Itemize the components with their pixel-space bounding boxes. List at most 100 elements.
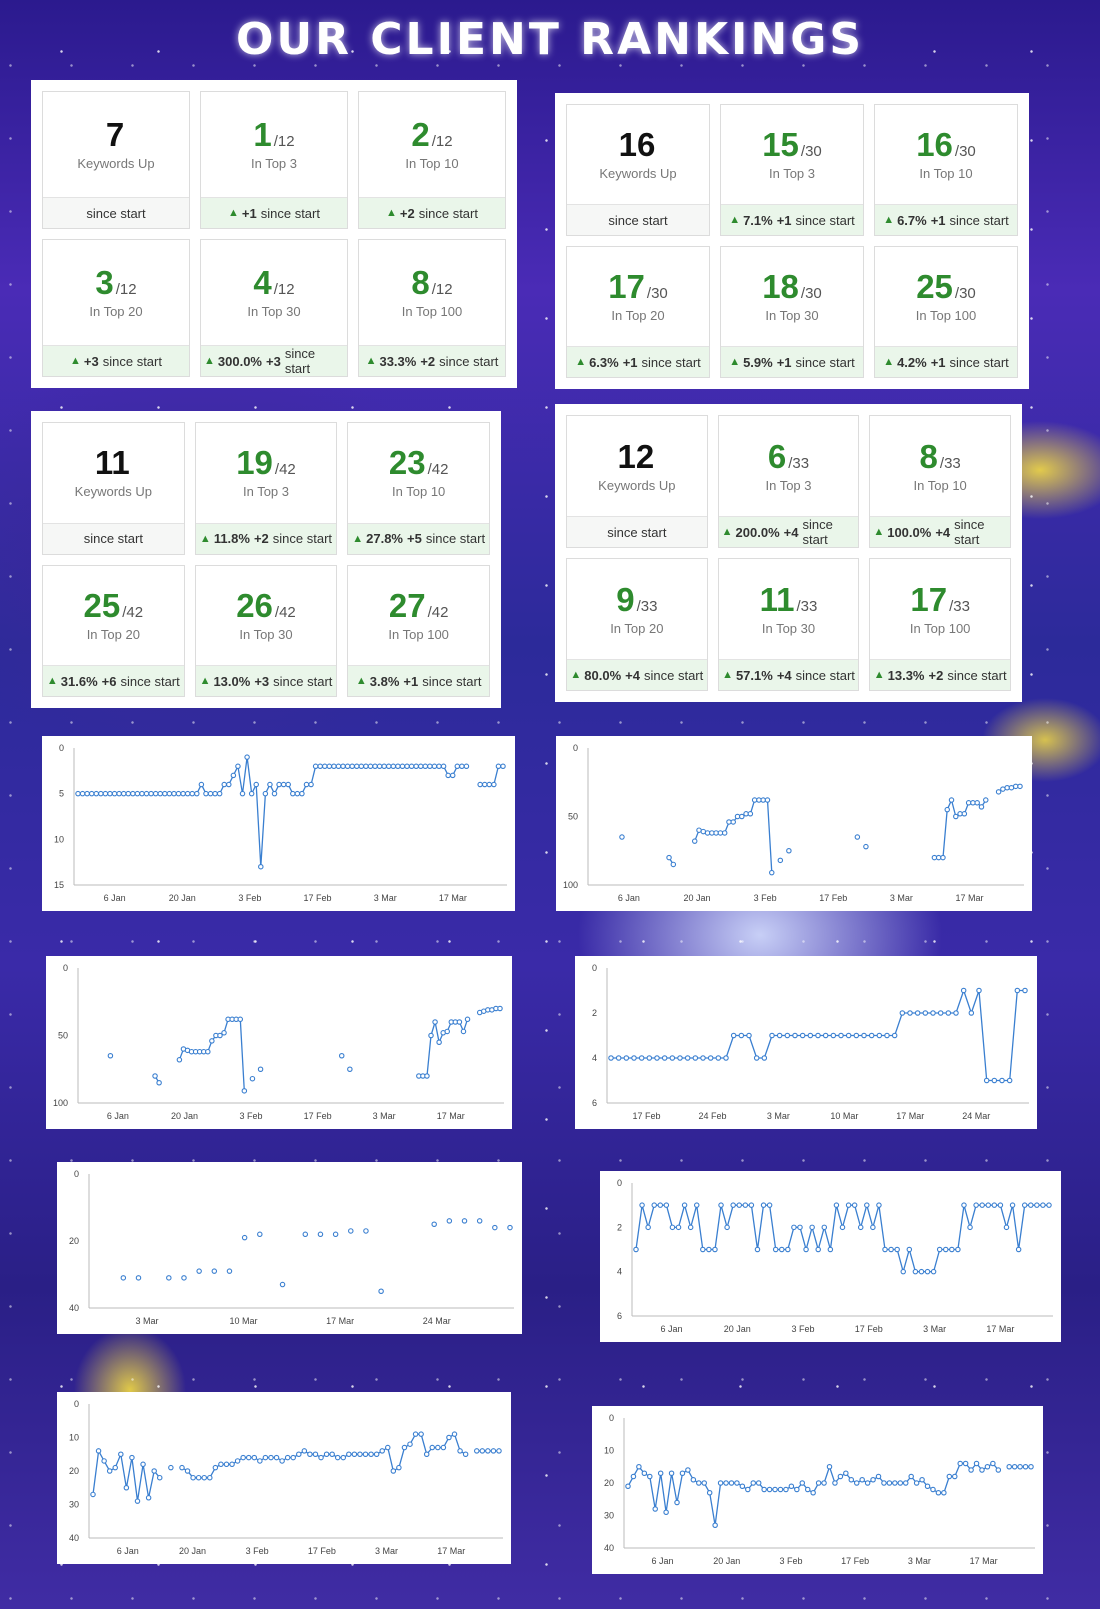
data-point: [194, 790, 200, 797]
stat-suffix: since start: [260, 205, 320, 221]
stat-card: 15/30 In Top 3 ▲ 7.1% +1 since start: [720, 104, 864, 236]
stat-suffix: since start: [83, 531, 143, 546]
data-point: [368, 1451, 374, 1457]
data-point: [248, 790, 255, 797]
data-point: [700, 1055, 706, 1061]
data-point: [742, 1202, 749, 1208]
data-point: [723, 1480, 729, 1486]
data-point: [776, 1032, 783, 1039]
data-point: [118, 1451, 124, 1457]
data-point: [181, 1275, 187, 1281]
y-tick-label: 40: [69, 1533, 79, 1543]
data-point: [894, 1246, 900, 1253]
data-point: [717, 1480, 724, 1486]
x-tick-label: 20 Jan: [713, 1556, 740, 1566]
data-point: [1034, 1202, 1040, 1208]
x-tick-label: 10 Mar: [830, 1111, 858, 1121]
data-point: [822, 1032, 829, 1039]
data-point: [390, 763, 397, 770]
arrow-up-icon: ▲: [722, 669, 733, 681]
arrow-up-icon: ▲: [873, 526, 885, 538]
data-point: [944, 806, 950, 813]
stat-label: Keywords Up: [74, 484, 152, 500]
data-point: [645, 1224, 651, 1231]
data-point: [739, 813, 745, 820]
data-point: [940, 854, 946, 861]
data-point: [347, 1066, 353, 1073]
x-tick-label: 3 Mar: [767, 1111, 790, 1121]
data-point: [412, 1431, 419, 1437]
data-point: [349, 763, 355, 770]
data-point: [715, 1055, 722, 1061]
data-point: [960, 987, 967, 994]
data-point: [460, 1028, 467, 1035]
line-chart-svg: 0 10 20 30 40 6 Jan 20 Jan 3 Feb 17 Feb 3 Mar 17 M…: [69, 1399, 503, 1556]
data-point: [772, 1246, 779, 1253]
data-point: [746, 1032, 752, 1039]
data-point: [754, 1246, 761, 1253]
x-tick-label: 20 Jan: [179, 1546, 206, 1556]
data-point: [354, 763, 360, 770]
stat-footer: ▲ +3 since start: [43, 345, 189, 376]
x-tick-label: 3 Feb: [779, 1556, 802, 1566]
data-point: [98, 790, 104, 797]
stat-card: 6/33 In Top 3 ▲ 200.0% +4 since start: [717, 415, 860, 548]
stat-label: In Top 10: [919, 166, 973, 181]
data-point: [974, 800, 980, 806]
data-point: [431, 1221, 437, 1227]
data-point: [262, 790, 269, 797]
data-point: [936, 1246, 943, 1253]
stat-card: 25/42 In Top 20 ▲ 31.6% +6 since start: [42, 564, 185, 697]
data-point: [135, 1275, 142, 1281]
stat-value: 11: [94, 444, 130, 482]
series-line: [635, 1202, 1049, 1275]
stat-total: /33: [949, 597, 970, 615]
data-point: [968, 1010, 975, 1016]
data-point: [946, 1473, 953, 1480]
data-point: [123, 1485, 130, 1491]
data-point: [979, 1467, 985, 1473]
data-point: [684, 1055, 691, 1061]
data-point: [335, 763, 342, 770]
data-point: [985, 1202, 992, 1208]
stat-value: 16: [916, 126, 953, 163]
data-point: [491, 781, 497, 788]
stat-label: In Top 100: [388, 626, 449, 642]
data-point: [156, 1080, 162, 1086]
stat-card: 23/42 In Top 10 ▲ 27.8% +5 since start: [347, 422, 490, 555]
line-chart-svg: 0 2 4 6 6 Jan 20 Jan 3 Feb 17 Feb 3 Mar 17 Mar: [617, 1178, 1053, 1334]
data-point: [1021, 1202, 1028, 1208]
data-point: [241, 1088, 248, 1094]
stat-footer: since start: [567, 204, 709, 235]
data-point: [962, 1460, 969, 1467]
stat-percent: 80.0%: [584, 667, 622, 683]
data-point: [221, 781, 227, 788]
data-point: [747, 811, 754, 817]
data-point: [884, 1032, 890, 1039]
data-point: [90, 1491, 96, 1498]
stat-footer: ▲ +1 since start: [201, 197, 347, 228]
data-point: [436, 1039, 442, 1046]
data-point: [134, 1498, 141, 1504]
data-point: [451, 1431, 458, 1437]
stat-footer: ▲ 31.6% +6 since start: [43, 665, 184, 696]
stat-total: /12: [431, 281, 453, 298]
data-point: [152, 1073, 158, 1079]
stat-value: 25: [83, 586, 121, 624]
arrow-up-icon: ▲: [199, 532, 211, 545]
data-point: [882, 1246, 888, 1253]
stat-change: +3: [254, 673, 270, 689]
data-point: [294, 790, 301, 797]
stat-label: In Top 20: [89, 304, 143, 319]
data-point: [362, 1451, 369, 1457]
x-tick-label: 24 Mar: [962, 1111, 990, 1121]
data-point: [899, 1010, 906, 1016]
data-point: [918, 1268, 925, 1275]
data-point: [399, 763, 406, 770]
data-point: [669, 1055, 676, 1061]
data-point: [253, 781, 259, 788]
data-point: [249, 1075, 256, 1082]
stat-total: /42: [427, 461, 449, 479]
data-point: [428, 1032, 434, 1039]
data-point: [827, 1246, 834, 1253]
